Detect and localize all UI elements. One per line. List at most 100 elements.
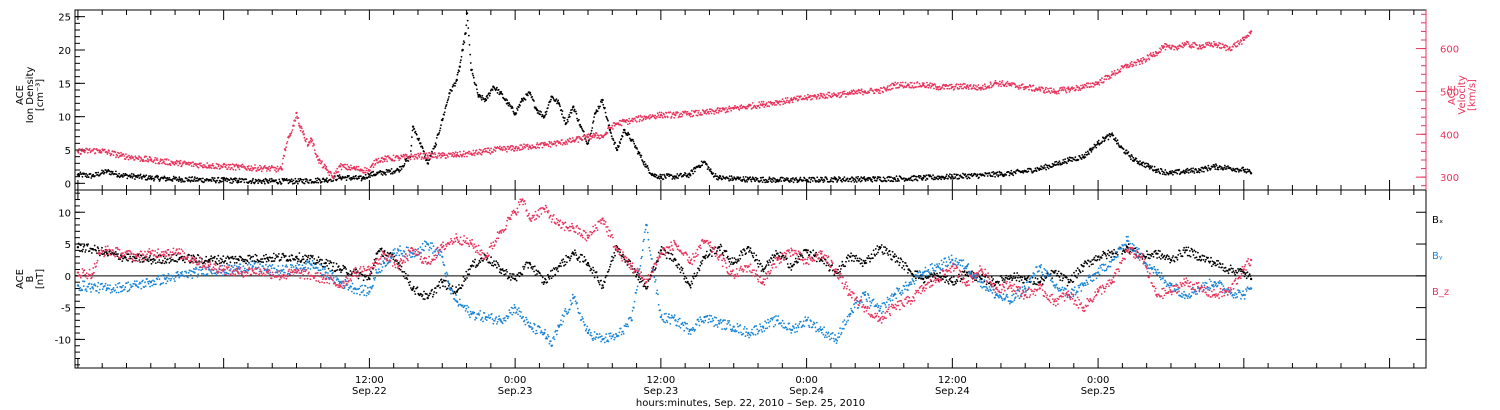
- b-series-0-sample: [282, 254, 285, 257]
- velocity-series-sample: [177, 164, 180, 167]
- density-series-sample: [743, 178, 745, 181]
- b-series-0-sample: [403, 271, 406, 273]
- density-series-sample: [78, 174, 81, 177]
- density-series-sample: [512, 110, 515, 113]
- b-series-0-sample: [218, 260, 220, 262]
- velocity-series-sample: [737, 106, 740, 109]
- density-series-point: [922, 176, 925, 180]
- density-series-sample: [110, 173, 112, 176]
- density-series-sample: [1229, 167, 1232, 169]
- velocity-series-sample: [249, 167, 252, 170]
- velocity-series-sample: [350, 164, 352, 167]
- velocity-series-sample: [270, 165, 273, 167]
- b-series-0-sample: [531, 268, 534, 270]
- b-series-0-sample: [362, 279, 365, 282]
- velocity-series-sample: [1210, 43, 1212, 46]
- velocity-series-sample: [513, 150, 516, 152]
- b-series-0-sample: [325, 258, 328, 261]
- b-series-0-sample: [426, 293, 428, 295]
- velocity-series-sample: [935, 85, 937, 88]
- b-series-0-sample: [321, 259, 323, 261]
- density-series-sample: [358, 177, 360, 180]
- velocity-series-sample: [815, 98, 818, 100]
- velocity-series-sample: [684, 110, 687, 113]
- density-series-sample: [240, 180, 243, 183]
- density-series-sample: [1101, 140, 1104, 143]
- velocity-series-sample: [768, 105, 771, 108]
- velocity-series-sample: [387, 155, 390, 157]
- b-series-0-sample: [217, 254, 220, 257]
- velocity-series-sample: [226, 168, 229, 170]
- density-series-sample: [345, 179, 348, 182]
- b-series-0-sample: [440, 278, 443, 281]
- b-series-0-sample: [114, 251, 117, 253]
- velocity-series-sample: [522, 147, 525, 150]
- density-series-sample: [926, 178, 929, 180]
- density-series-sample: [386, 171, 388, 173]
- velocity-series-sample: [251, 169, 253, 172]
- b-series-0-sample: [721, 251, 724, 254]
- density-series-sample: [269, 178, 271, 180]
- density-series-sample: [296, 182, 299, 185]
- velocity-series-sample: [1054, 92, 1056, 95]
- velocity-series-sample: [1101, 77, 1103, 79]
- density-series-sample: [841, 180, 843, 183]
- density-series-sample: [505, 98, 507, 100]
- velocity-series-sample: [1031, 89, 1034, 92]
- velocity-series-sample: [584, 134, 586, 137]
- density-series-sample: [1157, 168, 1160, 171]
- density-series-sample: [414, 130, 417, 133]
- density-series-sample: [787, 177, 789, 180]
- density-series-sample: [908, 179, 911, 181]
- b-series-0-sample: [166, 258, 169, 261]
- velocity-series-sample: [856, 92, 859, 95]
- density-series-sample: [360, 179, 363, 182]
- density-series-sample: [229, 181, 232, 184]
- velocity-series-sample: [286, 141, 289, 143]
- density-series-sample: [147, 177, 150, 179]
- velocity-series-point: [747, 105, 750, 108]
- velocity-series-sample: [1220, 46, 1223, 49]
- velocity-series-sample: [1038, 86, 1041, 89]
- density-series-sample: [259, 179, 262, 182]
- density-series-sample: [488, 94, 491, 97]
- velocity-series-sample: [1140, 57, 1143, 60]
- velocity-series-sample: [128, 154, 131, 157]
- density-series-sample: [540, 111, 543, 113]
- density-series-sample: [904, 179, 907, 182]
- density-series-sample: [97, 171, 100, 174]
- b-series-0-sample: [453, 291, 456, 293]
- b-series-0-sample: [96, 252, 98, 255]
- velocity-series-sample: [554, 141, 557, 144]
- velocity-series-sample: [792, 98, 795, 101]
- density-series-sample: [565, 122, 568, 124]
- velocity-series-sample: [850, 92, 852, 94]
- velocity-series-sample: [1077, 89, 1080, 92]
- b-series-0-sample: [309, 257, 311, 260]
- b-series-0-sample: [98, 254, 101, 257]
- b-series-0-sample: [598, 283, 601, 286]
- velocity-series-sample: [1018, 88, 1020, 90]
- density-series-sample: [879, 176, 882, 179]
- b-series-0-sample: [184, 261, 186, 264]
- density-series-point: [448, 92, 451, 95]
- velocity-series-sample: [893, 84, 896, 87]
- velocity-series-sample: [593, 136, 595, 139]
- velocity-series-sample: [719, 107, 722, 110]
- b-series-0-sample: [697, 267, 700, 270]
- velocity-series-sample: [409, 155, 411, 158]
- b-series-0-sample: [611, 259, 614, 262]
- density-series-sample: [1150, 167, 1153, 169]
- b-series-0-sample: [413, 290, 416, 293]
- density-series-sample: [1137, 162, 1140, 165]
- density-series-sample: [878, 178, 881, 181]
- velocity-series-sample: [696, 109, 698, 112]
- b-series-0-sample: [127, 253, 130, 256]
- density-series-sample: [822, 181, 825, 184]
- velocity-series-sample: [997, 82, 999, 85]
- density-series-sample: [871, 180, 874, 183]
- velocity-series-sample: [803, 95, 806, 97]
- b-series-0-sample: [460, 287, 463, 290]
- density-series-sample: [1131, 155, 1133, 158]
- velocity-series-sample: [414, 155, 417, 158]
